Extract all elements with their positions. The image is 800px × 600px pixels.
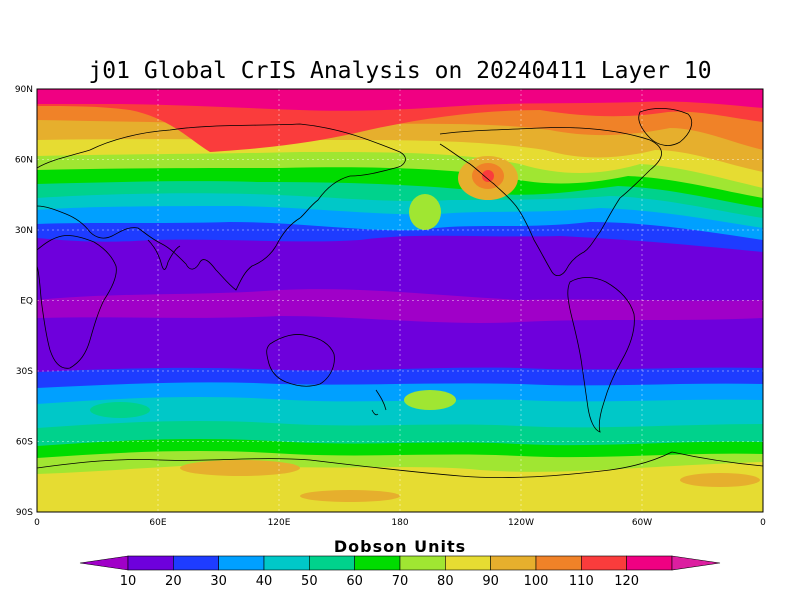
- colorbar-high-arrow: [671, 555, 721, 571]
- blob-sh-80: [404, 390, 456, 410]
- colorbar-tick-label: 110: [569, 574, 594, 589]
- lon-tick-label: 0: [34, 518, 40, 528]
- colorbar-swatch: [535, 555, 582, 571]
- colorbar-tick-label: 120: [614, 574, 639, 589]
- colorbar-labels: 10 20 30 40 50 60 70 80 90 100 110 120: [120, 574, 639, 589]
- lat-tick-label: 90S: [16, 508, 33, 518]
- blob-sh-100b: [300, 490, 400, 502]
- colorbar-low-arrow: [79, 555, 129, 571]
- lat-tick-label: 90N: [15, 85, 33, 95]
- coast-namerica: [439, 127, 662, 276]
- map-title: j01 Global CrIS Analysis on 20240411 Lay…: [88, 58, 711, 84]
- blob-nwpac: [409, 194, 441, 230]
- coast-antarctica: [37, 451, 763, 478]
- lon-tick-label: 120E: [268, 518, 291, 528]
- colorbar-swatch: [127, 555, 174, 571]
- lon-tick-label: 180: [391, 518, 408, 528]
- graticule: [37, 89, 763, 512]
- colorbar-swatch: [399, 555, 446, 571]
- colorbar-tick-label: 80: [437, 574, 454, 589]
- colorbar-tick-label: 60: [346, 574, 363, 589]
- colorbar-tick-label: 40: [256, 574, 273, 589]
- coast-australia: [266, 334, 335, 387]
- band-eq-min: [37, 289, 763, 323]
- lat-tick-label: EQ: [20, 297, 33, 307]
- colorbar-swatch: [173, 555, 219, 571]
- coast-eurasia: [37, 123, 406, 291]
- colorbar-swatch: [626, 555, 673, 571]
- lon-tick-label: 60W: [632, 518, 652, 528]
- coast-india: [147, 239, 181, 270]
- colorbar-swatch: [309, 555, 355, 571]
- lat-axis: 90N 60N 30N EQ 30S 60S 90S: [15, 85, 33, 518]
- lat-tick-label: 30S: [16, 367, 33, 377]
- lon-tick-label: 0: [760, 518, 766, 528]
- coast-samerica: [567, 277, 635, 433]
- blob-pacific-120: [482, 170, 494, 182]
- colorbar-swatch: [581, 555, 627, 571]
- map-frame: [36, 88, 764, 513]
- lon-axis: 0 60E 120E 180 120W 60W 0: [34, 518, 766, 528]
- coastlines: [37, 108, 763, 478]
- colorbar-tick-label: 50: [301, 574, 318, 589]
- colorbar-tick-label: 20: [165, 574, 182, 589]
- colorbar-title: Dobson Units: [334, 537, 466, 556]
- blob-sh-100: [180, 460, 300, 476]
- lat-tick-label: 30N: [15, 226, 33, 236]
- colorbar-tick-label: 30: [210, 574, 227, 589]
- colorbar-tick-label: 70: [392, 574, 409, 589]
- colorbar-swatch: [445, 555, 491, 571]
- colorbar-tick-label: 10: [120, 574, 137, 589]
- ozone-field: [37, 89, 763, 512]
- colorbar-tick-label: 90: [482, 574, 499, 589]
- colorbar-swatch: [218, 555, 265, 571]
- colorbar-swatch: [490, 555, 537, 571]
- colorbar-tick-label: 100: [524, 574, 549, 589]
- lat-tick-label: 60S: [16, 438, 33, 448]
- coast-africa: [37, 235, 117, 369]
- coast-newzealand: [371, 389, 387, 416]
- coast-greenland: [638, 108, 693, 146]
- colorbar-swatch: [263, 555, 310, 571]
- blob-sh-100c: [680, 473, 760, 487]
- colorbar: [79, 555, 721, 571]
- lat-tick-label: 60N: [15, 156, 33, 166]
- blob-sh-60: [90, 402, 150, 418]
- lon-tick-label: 60E: [149, 518, 166, 528]
- lon-tick-label: 120W: [508, 518, 534, 528]
- colorbar-swatch: [354, 555, 401, 571]
